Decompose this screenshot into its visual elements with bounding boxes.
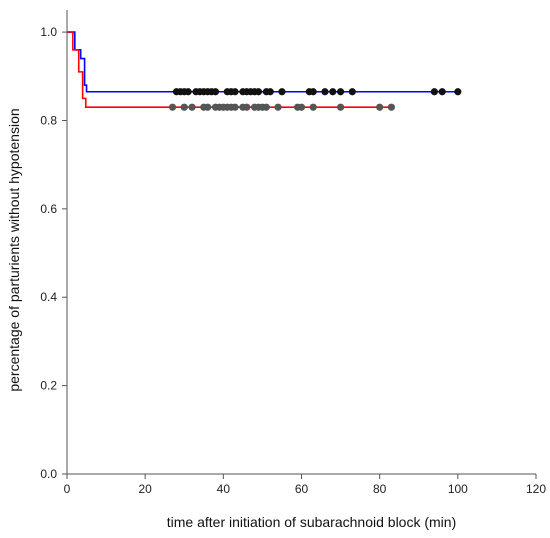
- series-2-censor-point: [376, 103, 384, 111]
- series-2-censor-point: [297, 103, 306, 111]
- y-tick-label: 0.2: [40, 379, 57, 393]
- x-tick-label: 80: [373, 482, 387, 496]
- series-2-step-line: [67, 31, 392, 109]
- series-2-censor-point: [274, 103, 282, 111]
- series-1-censor-point: [321, 88, 329, 96]
- x-tick-label: 40: [217, 482, 231, 496]
- series-1-censor-point: [454, 88, 462, 96]
- y-axis-title: percentage of parturients without hypote…: [6, 108, 22, 391]
- series-1-censor-point: [231, 88, 239, 96]
- x-tick-label: 0: [64, 482, 71, 496]
- series-1-censor-point: [266, 88, 274, 96]
- x-tick-label: 120: [526, 482, 546, 496]
- series-2-censor-point: [231, 103, 239, 111]
- series-2-censor-point: [309, 103, 317, 111]
- y-tick-label: 1.0: [40, 25, 57, 39]
- series-2-censor-point: [387, 103, 395, 111]
- series-1-censor-point: [438, 88, 446, 96]
- series-1-censor-point: [278, 88, 286, 96]
- x-tick-label: 100: [448, 482, 468, 496]
- x-tick-label: 60: [295, 482, 309, 496]
- series-1-censor-point: [430, 88, 438, 96]
- series-1-censor-point: [184, 88, 192, 96]
- series-2-censor-point: [168, 103, 177, 111]
- y-tick-label: 0.8: [40, 113, 57, 127]
- series-1-censor-point: [309, 88, 317, 96]
- y-tick-label: 0.0: [40, 467, 57, 481]
- x-axis-ticks: 0 20 40 60 80 100 120: [64, 474, 546, 496]
- series-2-censor-point: [262, 103, 270, 111]
- series-1-censor-point: [336, 88, 345, 96]
- y-axis-ticks: 0.0 0.2 0.4 0.6 0.8 1.0: [40, 25, 67, 481]
- series-2-censor-point: [180, 103, 188, 111]
- series-2-censor-point: [204, 103, 212, 111]
- plot-area: [67, 31, 462, 111]
- x-axis-title: time after initiation of subarachnoid bl…: [167, 514, 456, 530]
- x-tick-label: 20: [138, 482, 152, 496]
- y-tick-label: 0.4: [40, 290, 57, 304]
- series-2-censor-point: [243, 103, 251, 111]
- series-1-censor-point: [254, 88, 263, 96]
- y-tick-label: 0.6: [40, 202, 57, 216]
- series-2-censor-point: [188, 103, 196, 111]
- series-1-censor-point: [329, 88, 337, 96]
- series-1-censor-point: [348, 88, 356, 96]
- series-2-censor-point: [336, 103, 345, 111]
- series-1-step-line: [67, 31, 458, 93]
- series-1-censor-point: [211, 88, 220, 96]
